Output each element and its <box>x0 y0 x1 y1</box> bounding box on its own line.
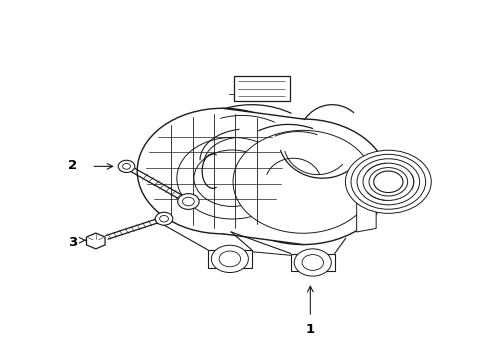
Circle shape <box>374 172 401 192</box>
Circle shape <box>219 251 240 267</box>
Circle shape <box>194 150 270 206</box>
Circle shape <box>177 194 199 210</box>
Text: 3: 3 <box>68 236 77 249</box>
Circle shape <box>137 108 307 234</box>
Text: 2: 2 <box>68 159 77 172</box>
Polygon shape <box>207 250 251 268</box>
Circle shape <box>122 163 130 169</box>
Polygon shape <box>356 203 375 232</box>
Circle shape <box>345 150 430 213</box>
Circle shape <box>155 212 172 225</box>
Circle shape <box>217 119 387 244</box>
Polygon shape <box>222 108 303 244</box>
Circle shape <box>118 160 135 172</box>
Circle shape <box>356 159 419 205</box>
Circle shape <box>233 130 372 233</box>
Circle shape <box>294 249 330 276</box>
Circle shape <box>182 197 194 206</box>
Polygon shape <box>86 233 105 249</box>
Circle shape <box>302 255 323 270</box>
Text: 1: 1 <box>305 323 314 336</box>
Circle shape <box>177 138 287 219</box>
FancyBboxPatch shape <box>233 76 289 101</box>
Circle shape <box>368 168 407 196</box>
Circle shape <box>373 171 402 193</box>
Circle shape <box>211 245 248 273</box>
Circle shape <box>159 216 168 222</box>
Circle shape <box>362 163 413 201</box>
Polygon shape <box>290 253 334 271</box>
Circle shape <box>350 154 425 209</box>
